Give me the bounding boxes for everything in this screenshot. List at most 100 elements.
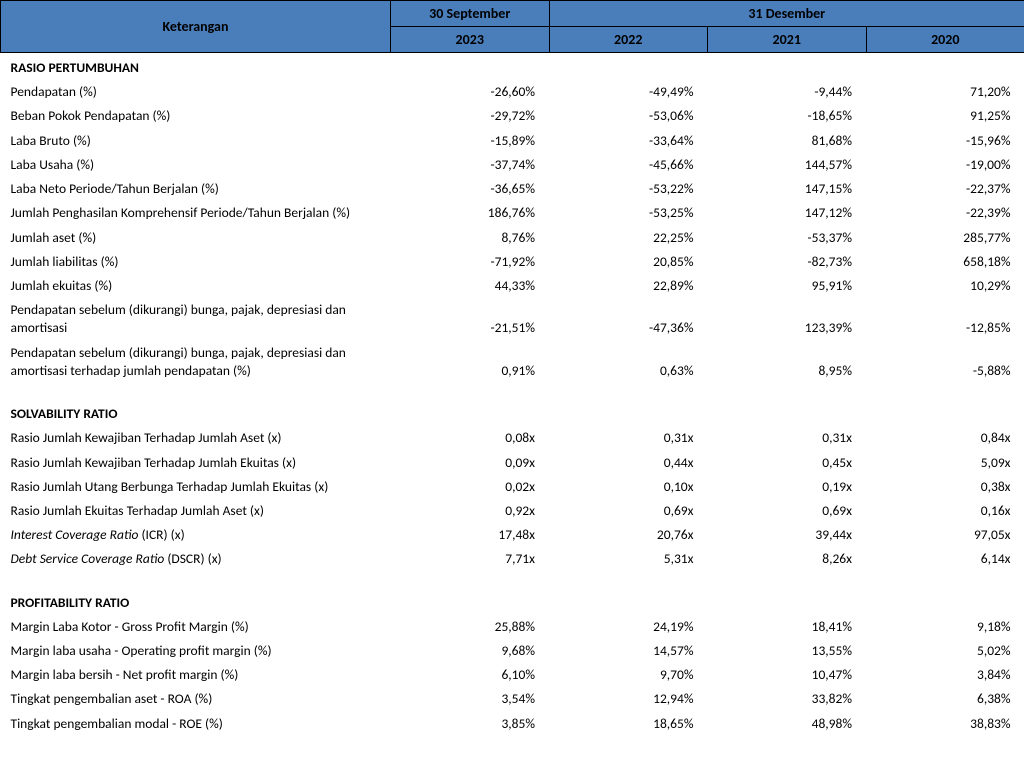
row-value: 3,54% xyxy=(391,687,550,711)
row-label: Rasio Jumlah Ekuitas Terhadap Jumlah Ase… xyxy=(1,499,391,523)
spacer xyxy=(1,383,1024,397)
row-value: 0,09x xyxy=(391,451,550,475)
row-value: 71,20% xyxy=(866,80,1024,104)
row-value: -9,44% xyxy=(708,80,867,104)
row-value: 658,18% xyxy=(866,250,1024,274)
row-label: Laba Bruto (%) xyxy=(1,129,391,153)
row-value: -29,72% xyxy=(391,104,550,128)
row-value: -53,06% xyxy=(549,104,708,128)
row-value: 39,44x xyxy=(708,523,867,547)
header-group-dec31: 31 Desember xyxy=(549,1,1024,27)
row-value: 147,12% xyxy=(708,201,867,225)
empty-cell xyxy=(708,586,867,615)
row-label: Jumlah liabilitas (%) xyxy=(1,250,391,274)
empty-cell xyxy=(391,397,550,426)
spacer xyxy=(1,572,1024,586)
row-label: Beban Pokok Pendapatan (%) xyxy=(1,104,391,128)
row-value: 0,69x xyxy=(549,499,708,523)
row-value: -49,49% xyxy=(549,80,708,104)
row-value: 6,10% xyxy=(391,663,550,687)
row-value: 20,85% xyxy=(549,250,708,274)
row-value: 8,76% xyxy=(391,226,550,250)
row-label: Jumlah ekuitas (%) xyxy=(1,274,391,298)
row-label: Tingkat pengembalian modal - ROE (%) xyxy=(1,712,391,736)
header-group-sep30: 30 September xyxy=(391,1,550,27)
header-keterangan: Keterangan xyxy=(1,1,391,53)
row-value: 14,57% xyxy=(549,639,708,663)
row-label: Tingkat pengembalian aset - ROA (%) xyxy=(1,687,391,711)
row-value: 0,45x xyxy=(708,451,867,475)
row-value: -82,73% xyxy=(708,250,867,274)
row-value: 0,10x xyxy=(549,475,708,499)
row-value: -15,89% xyxy=(391,129,550,153)
row-value: 81,68% xyxy=(708,129,867,153)
row-label: Pendapatan sebelum (dikurangi) bunga, pa… xyxy=(1,298,391,340)
row-value: -19,00% xyxy=(866,153,1024,177)
row-label: Margin Laba Kotor - Gross Profit Margin … xyxy=(1,615,391,639)
row-value: 10,29% xyxy=(866,274,1024,298)
row-value: 0,91% xyxy=(391,341,550,383)
empty-cell xyxy=(549,586,708,615)
row-value: -53,22% xyxy=(549,177,708,201)
row-value: 6,38% xyxy=(866,687,1024,711)
row-value: -53,25% xyxy=(549,201,708,225)
row-value: 9,70% xyxy=(549,663,708,687)
header-year-2020: 2020 xyxy=(866,27,1024,53)
row-value: 0,19x xyxy=(708,475,867,499)
row-value: 9,68% xyxy=(391,639,550,663)
row-value: 17,48x xyxy=(391,523,550,547)
row-value: 0,44x xyxy=(549,451,708,475)
row-label: Rasio Jumlah Kewajiban Terhadap Jumlah E… xyxy=(1,451,391,475)
row-value: 12,94% xyxy=(549,687,708,711)
row-value: 10,47% xyxy=(708,663,867,687)
row-value: -5,88% xyxy=(866,341,1024,383)
row-value: 6,14x xyxy=(866,547,1024,571)
row-value: 186,76% xyxy=(391,201,550,225)
row-value: 8,95% xyxy=(708,341,867,383)
row-label: Pendapatan sebelum (dikurangi) bunga, pa… xyxy=(1,341,391,383)
row-value: 22,89% xyxy=(549,274,708,298)
row-value: 8,26x xyxy=(708,547,867,571)
row-value: 18,41% xyxy=(708,615,867,639)
row-value: 13,55% xyxy=(708,639,867,663)
row-value: 97,05x xyxy=(866,523,1024,547)
empty-cell xyxy=(866,397,1024,426)
empty-cell xyxy=(391,586,550,615)
row-value: 5,31x xyxy=(549,547,708,571)
header-year-2021: 2021 xyxy=(708,27,867,53)
empty-cell xyxy=(391,53,550,81)
row-value: -71,92% xyxy=(391,250,550,274)
row-value: 0,16x xyxy=(866,499,1024,523)
empty-cell xyxy=(549,397,708,426)
row-label: Margin laba bersih - Net profit margin (… xyxy=(1,663,391,687)
row-value: 5,02% xyxy=(866,639,1024,663)
row-value: 123,39% xyxy=(708,298,867,340)
row-value: 91,25% xyxy=(866,104,1024,128)
table-header: Keterangan 30 September 31 Desember 2023… xyxy=(1,1,1024,53)
row-value: -37,74% xyxy=(391,153,550,177)
row-value: -12,85% xyxy=(866,298,1024,340)
row-label: Pendapatan (%) xyxy=(1,80,391,104)
row-value: -22,39% xyxy=(866,201,1024,225)
row-label: Laba Usaha (%) xyxy=(1,153,391,177)
row-value: 0,69x xyxy=(708,499,867,523)
row-value: -15,96% xyxy=(866,129,1024,153)
row-value: 0,84x xyxy=(866,426,1024,450)
row-label: Margin laba usaha - Operating profit mar… xyxy=(1,639,391,663)
header-year-2023: 2023 xyxy=(391,27,550,53)
empty-cell xyxy=(708,397,867,426)
row-value: 0,31x xyxy=(708,426,867,450)
row-value: 7,71x xyxy=(391,547,550,571)
row-value: -26,60% xyxy=(391,80,550,104)
row-label: Jumlah Penghasilan Komprehensif Periode/… xyxy=(1,201,391,225)
row-label: Rasio Jumlah Utang Berbunga Terhadap Jum… xyxy=(1,475,391,499)
row-value: -47,36% xyxy=(549,298,708,340)
row-value: 147,15% xyxy=(708,177,867,201)
row-value: -36,65% xyxy=(391,177,550,201)
financial-ratios-table: Keterangan 30 September 31 Desember 2023… xyxy=(0,0,1024,736)
row-value: 0,31x xyxy=(549,426,708,450)
empty-cell xyxy=(866,53,1024,81)
row-value: 48,98% xyxy=(708,712,867,736)
row-value: -22,37% xyxy=(866,177,1024,201)
row-label: Jumlah aset (%) xyxy=(1,226,391,250)
